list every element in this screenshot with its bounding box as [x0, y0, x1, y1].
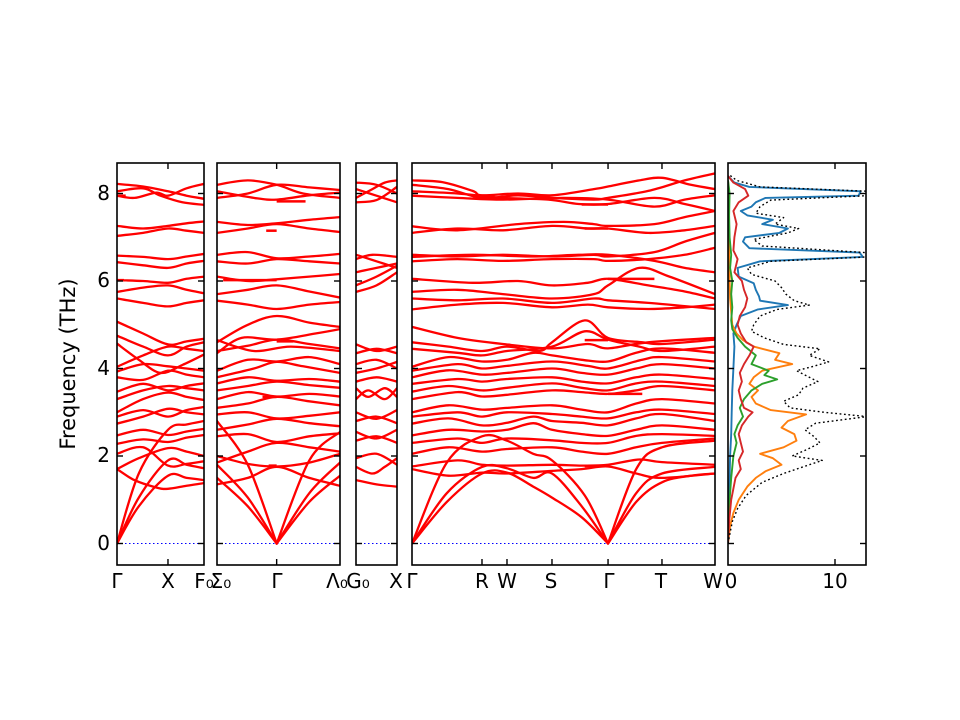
- band-panel-frame: [411, 162, 716, 566]
- y-tick-label: 0: [97, 530, 110, 555]
- x-tick-label: W: [703, 569, 723, 593]
- x-tick-label: Γ: [406, 569, 418, 593]
- x-tick-label: Γ: [271, 569, 283, 593]
- x-tick-label: T: [654, 569, 668, 593]
- band-panel-G0-X: [356, 179, 397, 544]
- x-tick-label: Γ: [111, 569, 123, 593]
- x-tick-label: Γ: [603, 569, 615, 593]
- dos-panel: [728, 173, 866, 544]
- x-tick-label: X: [161, 569, 175, 593]
- band-panel-frame: [355, 162, 398, 566]
- band-panel-Gamma-R-W-S-Gamma-T-W: [412, 172, 715, 545]
- band-panel-frame: [116, 162, 205, 566]
- x-tick-label: X: [389, 569, 403, 593]
- y-tick-label: 8: [97, 180, 110, 205]
- x-tick-label: Λ₀: [326, 569, 348, 593]
- band-panel-frame: [216, 162, 341, 566]
- dos-panel-frame: [727, 162, 867, 566]
- band-panel-Gamma-X-F0: [117, 182, 204, 545]
- x-tick-label: 0: [724, 569, 738, 593]
- x-tick-label: F₀: [194, 569, 214, 593]
- y-tick-label: 2: [97, 443, 110, 468]
- y-tick-label: 6: [97, 268, 110, 293]
- x-tick-label: Σ₀: [210, 569, 232, 593]
- x-tick-label: W: [497, 569, 517, 593]
- x-tick-label: G₀: [346, 569, 370, 593]
- x-tick-label: R: [475, 569, 489, 593]
- x-tick-label: 10: [822, 569, 848, 593]
- y-tick-label: 4: [97, 355, 110, 380]
- band-panel-Sigma0-Gamma-Lambda0: [217, 179, 340, 545]
- x-tick-label: S: [544, 569, 558, 593]
